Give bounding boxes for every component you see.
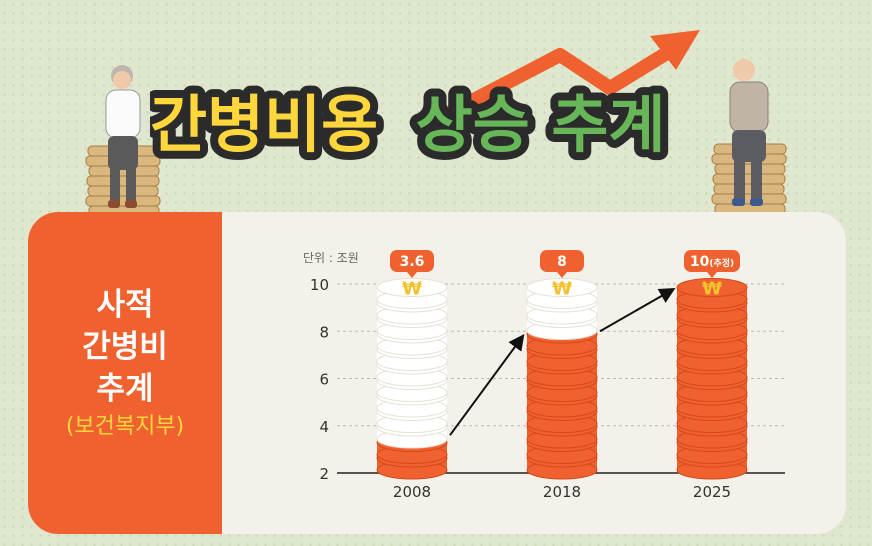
coin-bar-2008: ₩3.6 2008 xyxy=(376,250,448,501)
won-symbol-icon: ₩ xyxy=(702,279,722,300)
value-badge xyxy=(540,250,584,272)
headline: 간병비용 상승 추계 xyxy=(150,78,710,168)
x-tick-label: 2025 xyxy=(693,483,731,501)
value-badge xyxy=(390,250,434,272)
svg-text:간병비용 상승 추계: 간병비용 상승 추계 xyxy=(150,88,666,161)
y-tick-label: 10 xyxy=(310,276,329,294)
coin-bar-2025: ₩10(추정) 2025 xyxy=(676,250,748,501)
sidebar-source: (보건복지부) xyxy=(65,414,185,439)
y-tick-label: 4 xyxy=(319,418,329,436)
headline-part2: 상승 추계 xyxy=(416,88,666,161)
data-label: 10(추정) xyxy=(690,254,734,270)
trend-arrow xyxy=(599,288,676,333)
x-tick-label: 2008 xyxy=(393,483,431,501)
data-label: 3.6 xyxy=(400,254,425,270)
x-tick-label: 2018 xyxy=(543,483,581,501)
coin-bar-2018: ₩8 2018 xyxy=(526,250,598,501)
sidebar-line2: 간병비 xyxy=(82,329,168,365)
sidebar-line3: 추계 xyxy=(96,371,154,407)
y-tick-label: 6 xyxy=(319,371,329,389)
headline-part1: 간병비용 xyxy=(150,88,378,161)
unit-label: 단위 : 조원 xyxy=(303,251,359,265)
sidebar-line1: 사적 xyxy=(96,287,154,323)
data-label: 8 xyxy=(557,254,567,270)
won-symbol-icon: ₩ xyxy=(402,279,422,300)
y-tick-label: 8 xyxy=(319,323,329,341)
won-symbol-icon: ₩ xyxy=(552,279,572,300)
y-tick-label: 2 xyxy=(319,465,329,483)
trend-arrow xyxy=(449,334,525,436)
sidebar-panel: 사적 간병비 추계 (보건복지부) xyxy=(28,212,222,534)
value-badge xyxy=(684,250,740,272)
elderly-man-illustration xyxy=(711,59,787,215)
